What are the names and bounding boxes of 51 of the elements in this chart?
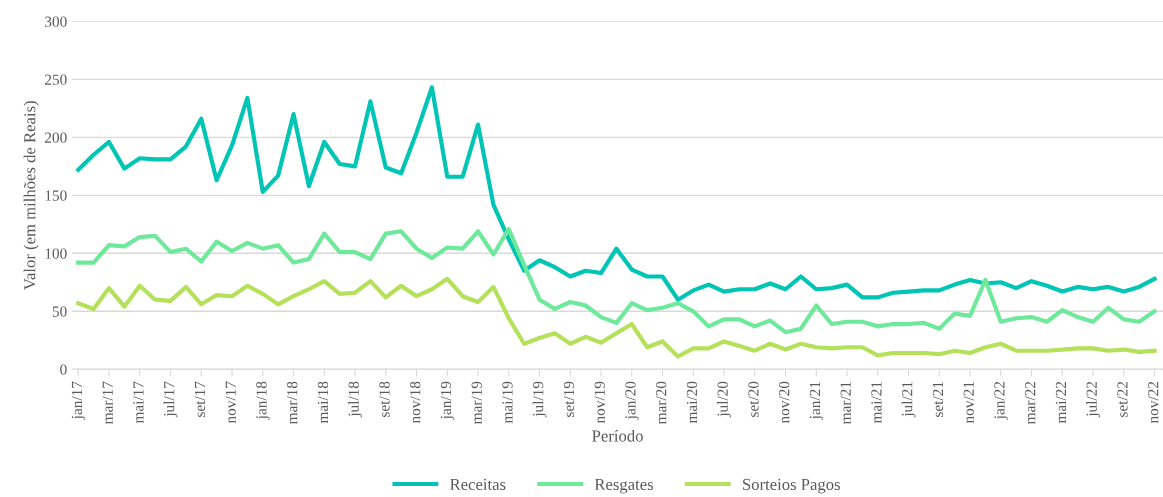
y-tick-label: 300 (45, 16, 67, 27)
x-tick-label: nov/21 (963, 381, 974, 424)
x-tick-label: mai/21 (871, 381, 882, 424)
x-tick-label: mar/20 (656, 381, 667, 425)
y-tick-label: 100 (45, 248, 67, 259)
x-tick-label: set/17 (194, 381, 206, 417)
legend-label: Receitas (450, 478, 506, 491)
line-series (76, 276, 1157, 359)
x-tick-label: nov/18 (410, 381, 421, 424)
x-tick-label: nov/19 (594, 381, 605, 424)
x-tick-label: jul/18 (348, 381, 362, 418)
line-series (76, 85, 1157, 302)
x-tick-label: set/18 (379, 381, 390, 417)
x-tick-label: mai/19 (502, 381, 513, 424)
x-tick-label: nov/20 (779, 381, 790, 424)
x-tick-label: mar/17 (102, 381, 113, 425)
x-tick-label: mai/22 (1055, 381, 1067, 424)
y-tick-label: 200 (45, 132, 67, 143)
x-tick-label: jul/22 (1086, 381, 1100, 418)
x-tick-label: jan/17 (71, 381, 86, 420)
x-tick-label: set/21 (932, 381, 944, 417)
y-axis-title: Valor (em milhões de Reais) (23, 101, 39, 291)
legend-label: Resgates (594, 478, 653, 494)
x-tick-label: set/22 (1117, 381, 1128, 417)
x-tick-label: mar/21 (840, 381, 851, 425)
x-tick-label: jan/19 (440, 381, 455, 420)
line-series (76, 226, 1157, 335)
x-tick-label: mai/18 (317, 381, 329, 424)
y-tick-label: 250 (45, 74, 67, 85)
y-tick-label: 0 (60, 364, 67, 375)
x-tick-label: nov/22 (1148, 381, 1159, 424)
y-tick-label: 50 (52, 306, 67, 317)
x-axis-title: Período (592, 429, 643, 442)
x-tick-label: jan/22 (994, 381, 1008, 420)
x-tick-label: mar/22 (1025, 381, 1036, 425)
x-tick-label: jul/20 (717, 381, 731, 418)
x-tick-label: mai/17 (133, 381, 144, 424)
x-tick-label: jan/18 (256, 381, 270, 420)
x-tick-label: jan/20 (625, 381, 639, 420)
x-tick-label: mar/18 (287, 381, 298, 425)
x-tick-label: mar/19 (471, 381, 482, 425)
x-tick-label: set/20 (748, 381, 759, 417)
legend-label: Sorteios Pagos (743, 478, 840, 494)
x-tick-label: jan/21 (809, 381, 824, 420)
x-tick-label: jul/17 (163, 381, 178, 418)
x-tick-label: nov/17 (225, 381, 236, 424)
y-tick-label: 150 (45, 190, 67, 201)
x-tick-label: mai/20 (686, 381, 698, 424)
x-tick-label: jul/19 (532, 381, 547, 418)
x-tick-label: set/19 (563, 381, 575, 417)
x-tick-label: jul/21 (901, 381, 916, 418)
